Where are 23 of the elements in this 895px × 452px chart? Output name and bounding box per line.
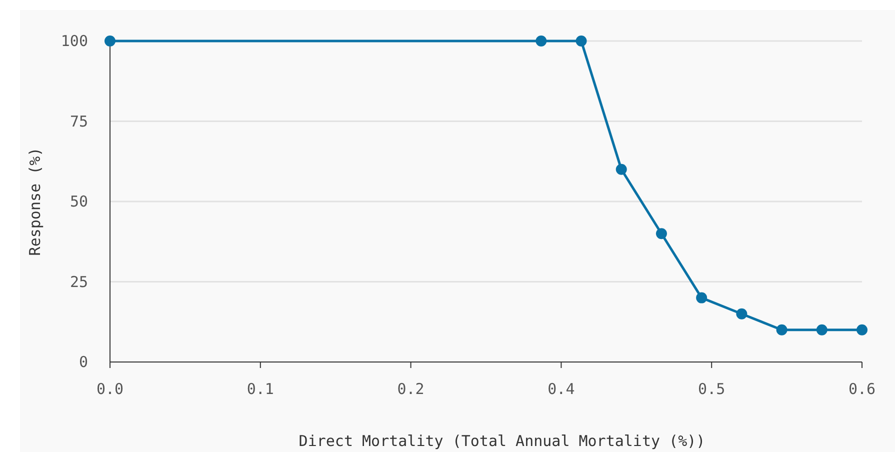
point xyxy=(856,324,868,336)
point xyxy=(816,324,828,336)
point xyxy=(616,164,627,175)
x-tick-label: 0.2 xyxy=(397,380,424,398)
x-axis-title: Direct Mortality (Total Annual Mortality (%)) xyxy=(298,432,706,450)
point xyxy=(576,36,587,46)
point xyxy=(104,36,116,46)
y-tick-label: 25 xyxy=(70,272,88,291)
y-tick-label: 75 xyxy=(70,112,88,130)
x-tick-label: 0.1 xyxy=(246,380,274,398)
y-tick-label: 100 xyxy=(60,32,88,50)
point xyxy=(536,36,547,46)
x-tick-label: 0.4 xyxy=(548,380,575,398)
y-tick-label: 50 xyxy=(70,192,88,210)
x-tick-label: 0.5 xyxy=(698,380,726,398)
point xyxy=(656,228,667,240)
point xyxy=(776,324,788,336)
x-tick-label: 0.6 xyxy=(848,380,876,398)
point xyxy=(736,308,748,320)
point xyxy=(696,292,708,304)
y-tick-label: 0 xyxy=(78,353,88,371)
x-tick-label: 0.0 xyxy=(96,380,124,398)
y-axis-title: Response (%) xyxy=(26,147,44,256)
